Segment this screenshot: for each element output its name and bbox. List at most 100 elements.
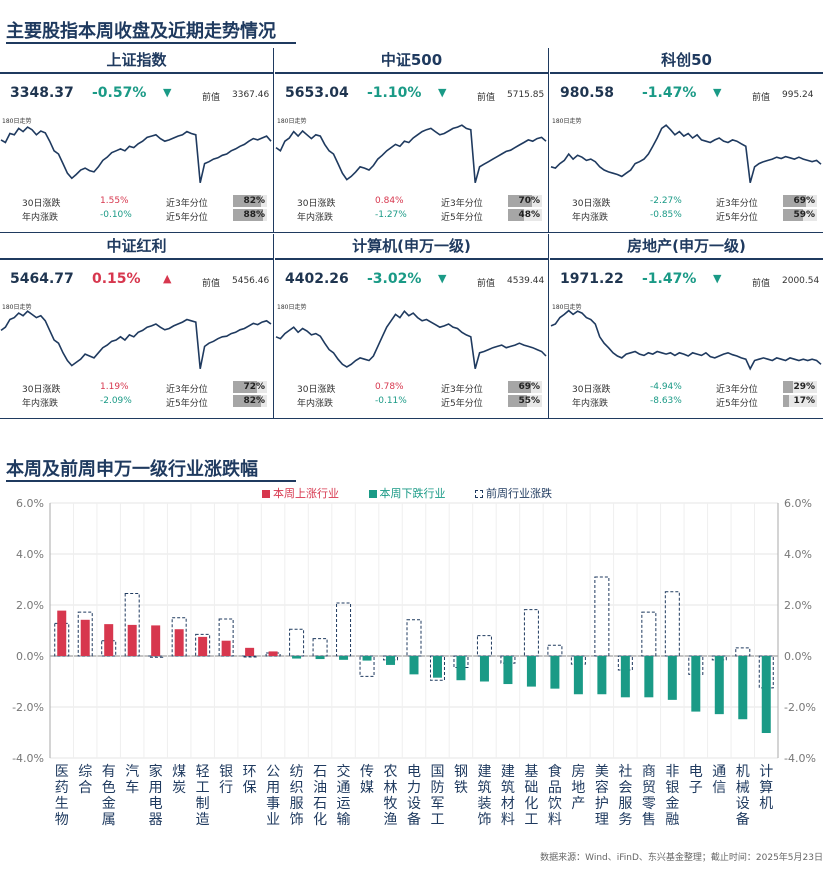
- x-tick-label: 煤炭: [172, 764, 186, 796]
- card-divider: [548, 234, 549, 418]
- spark-label: 180日走势: [277, 304, 307, 311]
- stat-value: -8.63%: [650, 396, 682, 406]
- bar-prev-week: [124, 593, 140, 657]
- bar-up: [57, 610, 67, 656]
- x-tick-label: 电力设备: [407, 764, 421, 828]
- stat-value: -1.27%: [375, 210, 407, 220]
- spark-label: 180日走势: [552, 304, 582, 311]
- sparkline: [0, 310, 272, 369]
- down-arrow-icon: ▼: [438, 272, 447, 285]
- spark-label: 180日走势: [277, 118, 307, 125]
- percentile-label: 近3年分位: [716, 199, 758, 209]
- bar-down: [597, 656, 607, 695]
- x-tick-label: 环保: [243, 764, 257, 796]
- percentile-bar: 69%: [508, 381, 542, 393]
- sparkline: [275, 124, 547, 184]
- percentile-label: 近5年分位: [441, 213, 483, 223]
- stat-label: 30日涨跌: [297, 199, 336, 209]
- percentile-label: 近3年分位: [441, 199, 483, 209]
- y-tick-left: 4.0%: [16, 548, 44, 561]
- prev-value: 4539.44: [507, 276, 545, 286]
- stat-label: 30日涨跌: [572, 199, 611, 209]
- index-change: -1.47%: [642, 85, 697, 101]
- percentile-fill: [783, 209, 804, 221]
- x-tick-label: 商贸零售: [642, 764, 656, 828]
- stat-value: 0.84%: [375, 196, 404, 206]
- percentile-label: 近3年分位: [716, 385, 758, 395]
- sparkline-path: [550, 124, 822, 184]
- y-tick-right: 0.0%: [784, 650, 812, 663]
- index-name: 科创50: [550, 48, 823, 74]
- bar-down: [550, 656, 560, 689]
- index-change: -0.57%: [92, 85, 147, 101]
- bar-prev-week: [336, 602, 352, 657]
- percentile-bar: 55%: [508, 395, 542, 407]
- index-change: -1.47%: [642, 271, 697, 287]
- prev-value: 5456.46: [232, 276, 270, 286]
- percentile-bar: 69%: [783, 195, 817, 207]
- bar-down: [432, 656, 442, 678]
- stat-value: -2.09%: [100, 396, 132, 406]
- sparkline: [550, 124, 822, 184]
- bar-down: [573, 656, 583, 695]
- percentile-value: 69%: [518, 382, 540, 392]
- y-tick-right: -2.0%: [784, 701, 816, 714]
- down-arrow-icon: ▼: [713, 86, 722, 99]
- stat-value: -4.94%: [650, 382, 682, 392]
- percentile-bar: 72%: [233, 381, 267, 393]
- index-card: 房地产(申万一级) 1971.22 -1.47% ▼ 前值 2000.54 180日走势 30…: [550, 234, 823, 418]
- bar-prev-week: [148, 655, 164, 658]
- bar-prev-week: [171, 617, 187, 657]
- stat-value: 0.78%: [375, 382, 404, 392]
- bar-down: [667, 656, 677, 700]
- bar-up: [104, 624, 114, 656]
- percentile-fill: [783, 195, 807, 207]
- bar-prev-week: [406, 619, 422, 657]
- index-card: 中证红利 5464.77 0.15% ▲ 前值 5456.46 180日走势 30日涨跌 1.1…: [0, 234, 273, 418]
- bar-prev-week: [77, 611, 93, 657]
- percentile-fill: [233, 195, 261, 207]
- bar-up: [198, 636, 208, 656]
- bar-up: [221, 640, 231, 656]
- x-tick-label: 基础化工: [524, 763, 538, 828]
- index-value: 1971.22: [560, 271, 624, 287]
- stat-label: 30日涨跌: [22, 385, 61, 395]
- index-name: 上证指数: [0, 48, 273, 74]
- x-tick-label: 非银金融: [665, 764, 679, 828]
- x-tick-label: 国防军工: [430, 764, 444, 828]
- y-tick-left: -2.0%: [12, 701, 44, 714]
- x-tick-label: 银行: [219, 764, 233, 796]
- stat-label: 30日涨跌: [572, 385, 611, 395]
- prev-label: 前值: [477, 279, 496, 289]
- spark-label: 180日走势: [2, 304, 32, 311]
- down-arrow-icon: ▼: [713, 272, 722, 285]
- stat-label: 年内涨跌: [22, 399, 59, 409]
- bar-up: [245, 647, 255, 656]
- x-tick-label: 美容护理: [595, 764, 609, 828]
- x-tick-label: 有色金属: [102, 764, 116, 828]
- percentile-label: 近5年分位: [166, 213, 208, 223]
- x-tick-label: 公用事业: [266, 764, 280, 828]
- stat-value: -0.10%: [100, 210, 132, 220]
- sparkline-path: [0, 126, 272, 183]
- row-rule: [0, 232, 823, 233]
- y-tick-left: 2.0%: [16, 599, 44, 612]
- percentile-label: 近5年分位: [716, 399, 758, 409]
- bar-down: [644, 656, 654, 698]
- percentile-label: 近3年分位: [166, 199, 208, 209]
- percentile-bar: 70%: [508, 195, 542, 207]
- sparkline-path: [275, 309, 547, 370]
- section2-rule: [6, 480, 296, 482]
- index-value: 5653.04: [285, 85, 349, 101]
- index-value: 3348.37: [10, 85, 74, 101]
- data-source: 数据来源：Wind、iFinD、东兴基金整理；截止时间：2025年5月23日: [540, 853, 823, 863]
- x-tick-label: 家用电器: [149, 763, 163, 828]
- sparkline: [275, 309, 547, 370]
- legend-down-swatch: [368, 490, 377, 498]
- bar-up: [80, 619, 90, 656]
- bar-down: [691, 656, 701, 712]
- bar-down: [315, 656, 325, 660]
- x-tick-label: 综合: [78, 764, 92, 796]
- percentile-bar: 82%: [233, 395, 267, 407]
- legend-prev-label: 前周行业涨跌: [486, 487, 552, 500]
